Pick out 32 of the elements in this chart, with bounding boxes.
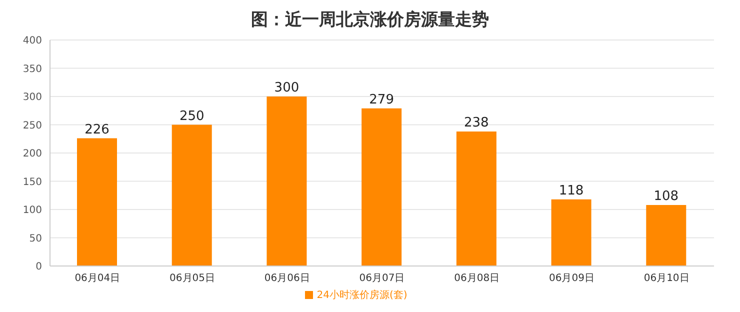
x-tick-label: 06月09日 (548, 273, 594, 284)
y-tick-label: 150 (22, 176, 42, 188)
bar (456, 132, 496, 266)
x-tick-label: 06月04日 (74, 273, 120, 284)
y-tick-label: 300 (22, 92, 42, 104)
data-label: 238 (464, 116, 489, 131)
legend-label: 24小时涨价房源(套) (316, 290, 408, 301)
x-tick-label: 06月06日 (264, 273, 310, 284)
y-tick-label: 400 (22, 36, 42, 47)
y-tick-label: 350 (22, 64, 42, 75)
x-tick-label: 06月08日 (454, 273, 500, 284)
bar (172, 124, 212, 266)
data-label: 250 (179, 108, 204, 124)
bar (266, 96, 307, 266)
y-tick-label: 0 (36, 262, 42, 273)
data-label: 300 (274, 80, 300, 96)
y-tick-label: 250 (22, 120, 42, 132)
data-label: 108 (654, 188, 679, 204)
bar (362, 108, 402, 266)
bar (646, 204, 686, 266)
x-tick-label: 06月07日 (359, 273, 405, 284)
data-label: 118 (558, 183, 584, 198)
x-tick-label: 06月10日 (644, 273, 690, 284)
chart-title: 图：近一周北京涨价房源量走势 (250, 9, 490, 32)
y-tick-label: 50 (29, 233, 42, 244)
bar (77, 138, 117, 266)
bar (551, 199, 592, 266)
x-tick-label: 06月05日 (170, 273, 216, 284)
y-tick-label: 200 (22, 148, 42, 160)
data-label: 226 (84, 122, 110, 138)
y-tick-label: 100 (22, 205, 42, 216)
data-label: 279 (369, 92, 394, 108)
